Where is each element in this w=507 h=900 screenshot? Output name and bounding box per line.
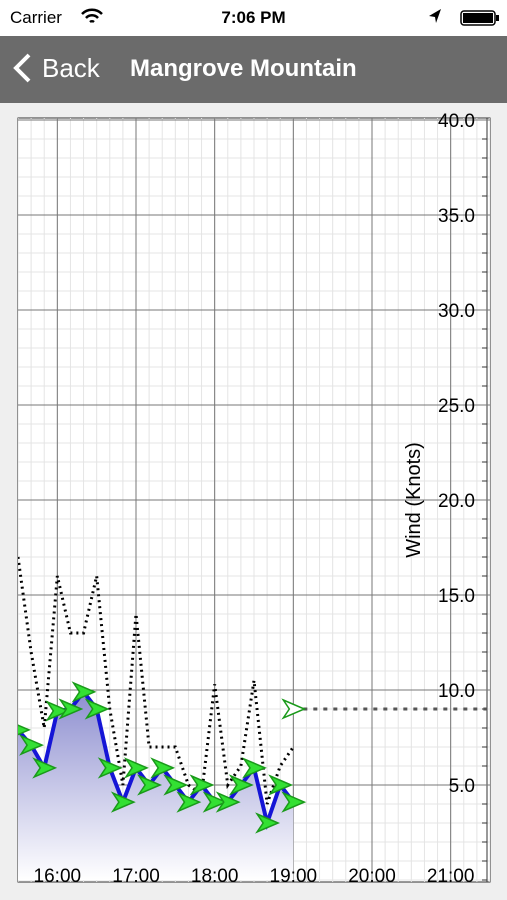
y-tick-label: 35.0 [438,206,475,227]
y-tick-label: 15.0 [438,586,475,607]
line-dotted [18,556,295,805]
y-axis-title: Wind (Knots) [403,442,425,558]
y-tick-label: 30.0 [438,301,475,322]
nav-title: Mangrove Mountain [130,55,357,82]
y-tick-label: 25.0 [438,396,475,417]
back-button[interactable]: Back [12,52,100,84]
direction-arrow [45,700,71,722]
x-tick-label: 16:00 [34,866,82,887]
direction-arrow [71,681,97,703]
x-tick-label: 21:00 [427,866,475,887]
x-tick-label: 17:00 [112,866,160,887]
direction-arrow [123,757,149,779]
direction-arrow [228,774,254,796]
direction-arrow [150,757,176,779]
direction-arrow [189,774,215,796]
back-label[interactable]: Back [42,52,100,83]
direction-arrow [32,757,58,779]
direction-arrow [163,774,189,796]
wifi-icon [81,8,103,24]
direction-arrow [19,734,45,756]
nav-bar: Back Mangrove Mountain [0,36,507,103]
direction-arrow [137,774,163,796]
direction-arrow [110,791,136,813]
back-chevron [13,53,31,83]
carrier: Carrier [10,8,62,27]
direction-arrow [176,791,202,813]
status-icons [429,9,499,26]
direction-arrow [241,757,267,779]
status-bar: Carrier 7:06 PM [0,0,507,36]
direction-arrow [215,791,241,813]
y-tick-label: 20.0 [438,491,475,512]
x-tick-label: 19:00 [270,866,318,887]
direction-arrow [202,791,228,813]
y-tick-label: 10.0 [438,681,475,702]
direction-arrow [18,724,31,736]
direction-arrow [97,757,123,779]
x-tick-label: 20:00 [348,866,396,887]
x-tick-label: 18:00 [191,866,239,887]
direction-arrow [281,791,307,813]
direction-arrow [268,774,294,796]
y-tick-label: 40.0 [438,111,475,132]
y-tick-label: 5.0 [449,776,475,797]
clock: 7:06 PM [221,8,286,27]
direction-arrow [255,812,281,834]
direction-arrow [58,698,84,720]
direction-arrow [84,698,110,720]
direction-arrow [281,698,307,720]
